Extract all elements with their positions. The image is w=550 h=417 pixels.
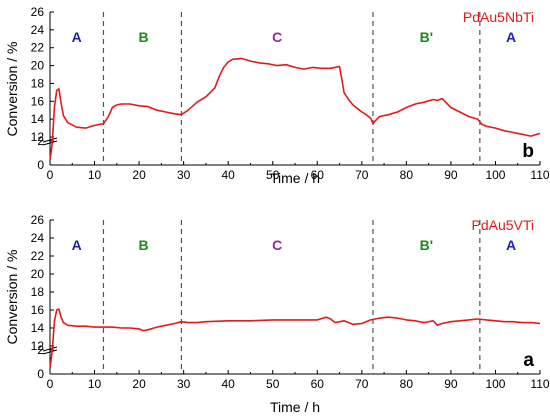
y-tick-label: 2 [37, 134, 44, 148]
region-label: A [72, 237, 82, 253]
x-tick-label: 40 [222, 168, 236, 182]
y-axis-title: Conversion / % [4, 42, 20, 137]
region-label: B [138, 29, 148, 45]
x-tick-label: 10 [88, 168, 102, 182]
x-tick-label: 20 [132, 168, 146, 182]
x-axis-title: Time / h [270, 170, 320, 186]
y-tick-label: 26 [31, 213, 45, 227]
x-tick-label: 50 [266, 377, 280, 391]
y-tick-label: 22 [31, 41, 45, 55]
x-tick-label: 30 [177, 168, 191, 182]
y-tick-label: 0 [37, 367, 44, 381]
x-tick-label: 50 [266, 168, 280, 182]
y-tick-label: 18 [31, 285, 45, 299]
x-tick-label: 20 [132, 377, 146, 391]
sample-label: PdAu5NbTi [463, 9, 534, 25]
panel-a: 0 10 20 30 40 50 60 70 80 90 100 110 0 212 14 16 18 20 22 2… [4, 213, 550, 415]
x-tick-label: 80 [400, 377, 414, 391]
x-tick-label: 0 [47, 377, 54, 391]
y-tick-label: 0 [37, 158, 44, 172]
x-tick-label: 90 [444, 168, 458, 182]
y-tick-label: 12 [31, 130, 45, 144]
y-tick-label: 24 [31, 231, 45, 245]
y-tick-label: 12 [31, 339, 45, 353]
x-tick-label: 60 [311, 168, 325, 182]
y-tick-label: 14 [31, 321, 45, 335]
x-tick-label: 110 [530, 377, 549, 391]
conversion-curve [49, 57, 541, 161]
region-label: A [72, 29, 82, 45]
x-tick-label: 0 [47, 168, 54, 182]
panel-letter: b [522, 141, 534, 162]
y-tick-label: 14 [31, 112, 45, 126]
y-tick-label: 20 [31, 267, 45, 281]
region-label: B [138, 237, 148, 253]
region-label: C [272, 237, 282, 253]
x-tick-label: 100 [485, 377, 505, 391]
x-tick-label: 10 [88, 377, 102, 391]
x-tick-label: 90 [444, 377, 458, 391]
region-label: B' [420, 29, 433, 45]
region-label: A [506, 29, 516, 45]
region-label: C [272, 29, 282, 45]
axis-break-mark [42, 140, 58, 146]
x-axis-title: Time / h [270, 399, 320, 415]
y-axis-title: Conversion / % [4, 250, 20, 345]
axis-break-mark [42, 349, 58, 355]
region-label: A [506, 237, 516, 253]
x-tick-label: 70 [355, 377, 369, 391]
y-tick-label: 20 [31, 59, 45, 73]
y-tick-label: 22 [31, 249, 45, 263]
sample-label: PdAu5VTi [471, 217, 534, 233]
x-tick-label: 40 [222, 377, 236, 391]
x-tick-label: 100 [485, 168, 505, 182]
axis-break-mark [42, 137, 58, 143]
conversion-curve [49, 308, 541, 369]
y-tick-label: 18 [31, 76, 45, 90]
y-tick-label: 16 [31, 303, 45, 317]
x-tick-label: 60 [311, 377, 325, 391]
axis-break-mark [42, 346, 58, 352]
region-label: B' [420, 237, 433, 253]
x-tick-label: 80 [400, 168, 414, 182]
x-tick-label: 110 [530, 168, 549, 182]
y-tick-label: 16 [31, 94, 45, 108]
x-tick-label: 70 [355, 168, 369, 182]
panel-b: 0 10 20 30 40 50 60 70 80 90 100 110 0 212 14 16 18 20 22 2… [4, 5, 550, 186]
y-tick-label: 2 [37, 343, 44, 357]
y-tick-label: 24 [31, 23, 45, 37]
panel-letter: a [523, 350, 534, 371]
y-tick-label: 26 [31, 5, 45, 19]
x-tick-label: 30 [177, 377, 191, 391]
